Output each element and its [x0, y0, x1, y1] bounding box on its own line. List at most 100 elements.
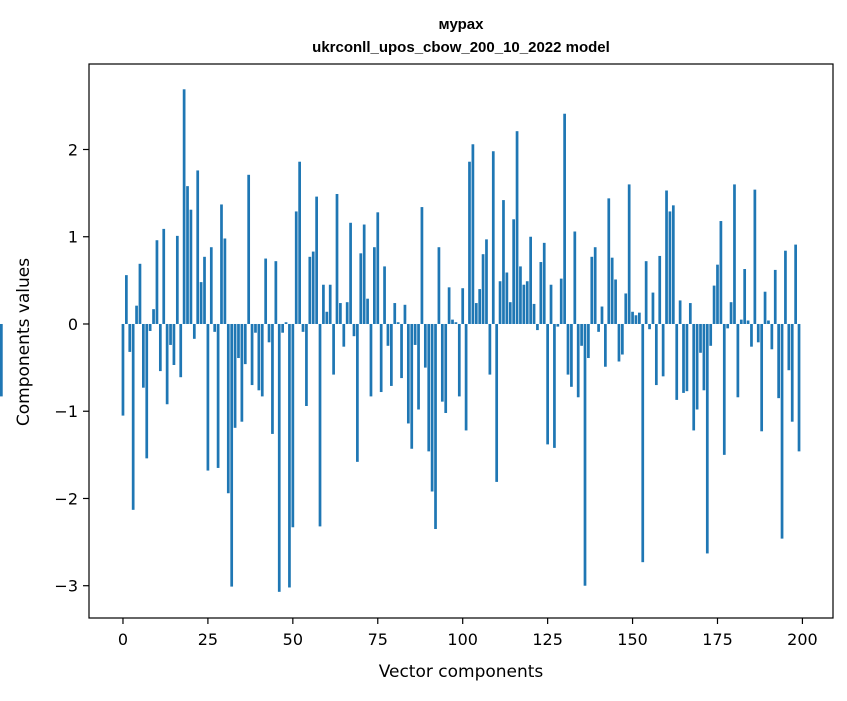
- x-tick-label: 75: [368, 630, 388, 649]
- bar: [668, 211, 672, 324]
- bar: [322, 284, 325, 324]
- bar: [638, 312, 641, 324]
- bar: [196, 170, 200, 324]
- bar: [559, 278, 563, 324]
- bar: [576, 323, 580, 398]
- bar: [784, 250, 787, 324]
- bar: [152, 309, 155, 324]
- bar: [641, 323, 645, 563]
- bar: [688, 303, 692, 324]
- bar: [325, 311, 329, 324]
- bar: [665, 190, 668, 324]
- bar: [135, 305, 138, 324]
- bar: [308, 256, 312, 324]
- bar: [423, 323, 427, 368]
- bar: [369, 323, 373, 397]
- bar: [512, 219, 516, 324]
- bar: [179, 323, 183, 378]
- bar: [403, 304, 407, 324]
- bar: [315, 196, 318, 324]
- bar: [138, 263, 142, 324]
- bar: [502, 200, 505, 324]
- chart-subtitle: ukrconll_upos_cbow_200_10_2022 model: [312, 39, 610, 56]
- bar: [427, 323, 431, 452]
- bar: [685, 323, 689, 392]
- bar: [743, 269, 747, 324]
- bar: [247, 174, 251, 324]
- x-tick-label: 200: [787, 630, 818, 649]
- bar: [383, 266, 386, 324]
- bar: [311, 251, 315, 324]
- bar: [607, 198, 611, 324]
- bar: [335, 193, 339, 324]
- y-tick-label: −3: [54, 577, 78, 596]
- bar: [719, 221, 723, 324]
- bar: [359, 253, 363, 324]
- bar: [746, 320, 750, 324]
- bar: [671, 205, 675, 324]
- bar: [145, 323, 149, 459]
- bar: [390, 323, 393, 386]
- bar: [722, 323, 726, 455]
- bar: [121, 323, 125, 416]
- bar: [148, 323, 152, 331]
- bar: [536, 323, 539, 331]
- bar: [726, 323, 730, 329]
- bar: [699, 323, 702, 353]
- bar: [739, 319, 743, 324]
- bar: [651, 292, 655, 324]
- bar: [342, 323, 346, 347]
- bar: [481, 254, 485, 324]
- bar: [794, 244, 797, 324]
- bar: [763, 291, 767, 324]
- bar: [593, 247, 597, 324]
- bar: [654, 323, 658, 386]
- bar: [692, 323, 696, 431]
- bar: [298, 161, 301, 324]
- bar: [352, 323, 356, 337]
- bar: [216, 323, 220, 468]
- bar: [267, 323, 271, 343]
- bar: [756, 323, 760, 343]
- bar: [519, 266, 522, 324]
- y-tick-label: −1: [54, 402, 78, 421]
- bar: [515, 131, 519, 324]
- bar: [553, 323, 556, 448]
- bar: [610, 257, 614, 324]
- bar: [753, 189, 757, 324]
- bar: [328, 284, 332, 324]
- bar: [488, 323, 492, 375]
- bar: [695, 323, 699, 410]
- bar: [230, 323, 234, 587]
- bar: [457, 323, 461, 397]
- bar: [237, 323, 240, 359]
- bar: [213, 323, 217, 332]
- bar: [131, 323, 135, 510]
- bar: [291, 323, 295, 528]
- bar: [621, 323, 624, 355]
- bar: [186, 186, 189, 324]
- x-axis-ticks: 0 25 50 75 100 125 150 175 200: [118, 618, 818, 649]
- bar: [624, 293, 628, 324]
- bar: [339, 303, 342, 324]
- bar: [454, 322, 458, 324]
- bar: [434, 323, 437, 530]
- bar: [658, 255, 662, 324]
- bar: [165, 323, 169, 405]
- bar: [379, 323, 383, 393]
- bar: [532, 303, 536, 324]
- bar: [485, 239, 488, 324]
- bar: [597, 323, 600, 332]
- bar: [797, 323, 801, 452]
- bar: [162, 228, 166, 324]
- bar: [226, 323, 230, 494]
- bar: [301, 323, 305, 332]
- bar: [420, 207, 424, 324]
- bar: [580, 323, 583, 346]
- bar: [277, 323, 281, 592]
- bar: [773, 269, 777, 324]
- bar: [125, 275, 128, 324]
- bar: [318, 323, 322, 527]
- bar: [604, 323, 607, 367]
